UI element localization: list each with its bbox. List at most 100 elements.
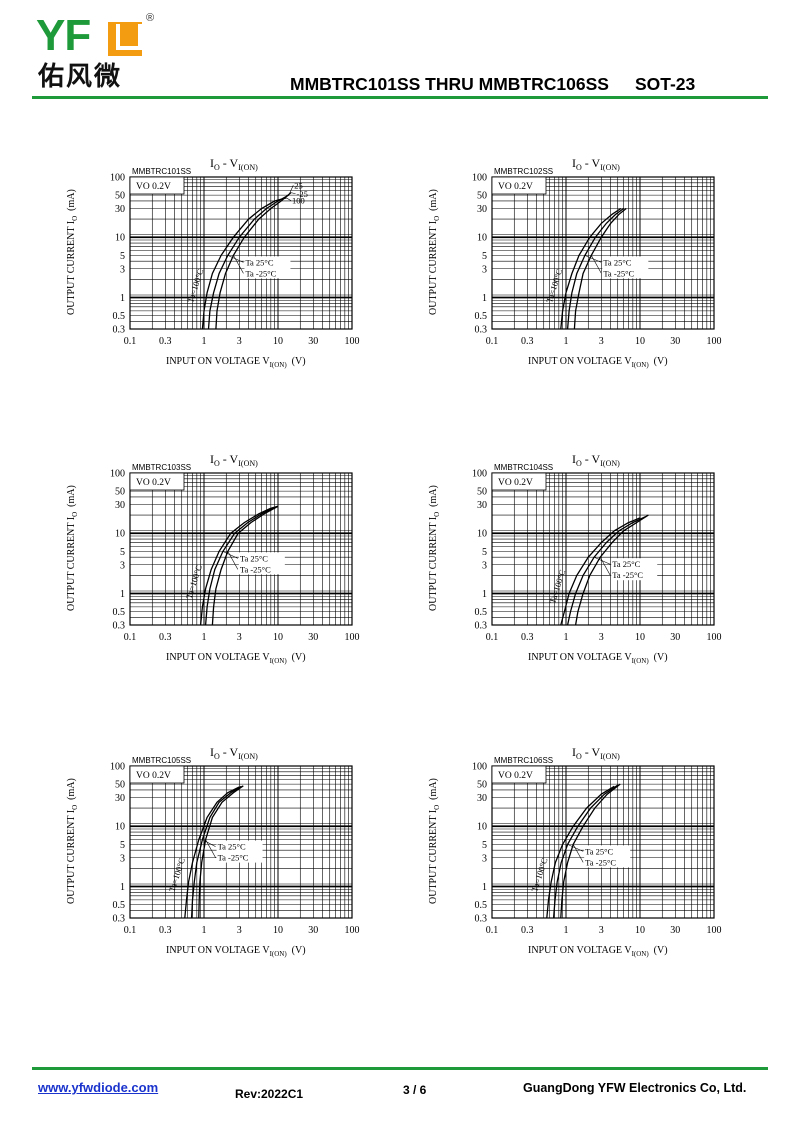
- y-tick-label: 3: [120, 264, 125, 275]
- condition-box: [129, 472, 185, 491]
- x-tick-label: 0.1: [124, 336, 137, 347]
- x-axis-label: INPUT ON VOLTAGE VI(ON) (V): [166, 652, 306, 665]
- y-tick-label: 100: [110, 469, 125, 480]
- y-axis-label: OUTPUT CURRENT IO(mA): [66, 189, 79, 315]
- chart-2: 0.1 0.3 1 3 10 30 100 0.3 0.5 1 3 5 10 30 50 100 IO - VI…: [422, 147, 744, 384]
- legend-label-bg: [244, 256, 291, 279]
- x-tick-label: 100: [707, 336, 722, 347]
- x-tick-label: 100: [345, 336, 360, 347]
- y-tick-label: 30: [477, 500, 487, 511]
- legend-label-ta25: Ta 25°C: [603, 257, 631, 267]
- y-tick-label: 100: [472, 762, 487, 773]
- x-tick-label: 30: [308, 336, 318, 347]
- series-line-1: [201, 197, 287, 330]
- curve-end-label: 25: [294, 180, 303, 190]
- y-axis-label: OUTPUT CURRENT IO(mA): [428, 485, 441, 611]
- x-tick-label: 0.3: [521, 925, 534, 936]
- y-tick-label: 50: [477, 780, 487, 791]
- y-tick-label: 30: [477, 204, 487, 215]
- x-tick-label: 3: [599, 925, 604, 936]
- y-tick-label: 3: [120, 560, 125, 571]
- legend-label-tam25: Ta -25°C: [603, 268, 634, 278]
- y-tick-label: 0.5: [113, 900, 126, 911]
- x-axis-label: INPUT ON VOLTAGE VI(ON) (V): [528, 356, 668, 369]
- legend-leader-m25: [205, 839, 216, 858]
- x-tick-label: 30: [670, 632, 680, 643]
- x-tick-label: 100: [707, 925, 722, 936]
- chart-title: IO - VI(ON): [210, 452, 258, 468]
- y-axis-label: OUTPUT CURRENT IO(mA): [428, 189, 441, 315]
- series-line-1: [560, 517, 641, 626]
- y-tick-label: 3: [482, 264, 487, 275]
- y-tick-label: 5: [120, 251, 125, 262]
- x-tick-label: 10: [273, 632, 283, 643]
- curve-end-label: 100: [292, 196, 305, 206]
- chart-title: IO - VI(ON): [572, 452, 620, 468]
- x-tick-label: 3: [599, 632, 604, 643]
- x-tick-label: 10: [273, 925, 283, 936]
- y-tick-label: 100: [472, 469, 487, 480]
- y-tick-label: 5: [120, 840, 125, 851]
- chart-title: IO - VI(ON): [210, 745, 258, 761]
- y-tick-label: 10: [477, 529, 487, 540]
- chart-3: 0.1 0.3 1 3 10 30 100 0.3 0.5 1 3 5 10 30 50 100 IO - VI…: [60, 443, 382, 680]
- y-tick-label: 100: [472, 173, 487, 184]
- legend-leader-m25: [599, 557, 611, 576]
- legend-label-tam25: Ta -25°C: [218, 853, 249, 863]
- condition-label: VO 0.2V: [498, 771, 533, 781]
- x-axis-label: INPUT ON VOLTAGE VI(ON) (V): [528, 945, 668, 958]
- footer-rule: [32, 1067, 768, 1070]
- x-tick-label: 30: [670, 336, 680, 347]
- y-tick-label: 1: [482, 293, 487, 304]
- series-line-1: [546, 785, 615, 919]
- page-title: MMBTRC101SS THRU MMBTRC106SS SOT-23: [290, 74, 695, 95]
- legend-label-ta100: Ta=100°C: [185, 267, 205, 304]
- website-link[interactable]: www.yfwdiode.com: [38, 1080, 159, 1095]
- y-tick-label: 100: [110, 173, 125, 184]
- y-tick-label: 1: [120, 882, 125, 893]
- condition-label: VO 0.2V: [136, 182, 171, 192]
- x-tick-label: 3: [237, 632, 242, 643]
- chart-title: IO - VI(ON): [210, 156, 258, 172]
- y-tick-label: 5: [482, 251, 487, 262]
- y-tick-label: 50: [477, 191, 487, 202]
- x-tick-label: 3: [237, 925, 242, 936]
- condition-label: VO 0.2V: [136, 771, 171, 781]
- x-tick-label: 10: [635, 632, 645, 643]
- company-logo: YF ® 佑风微: [36, 12, 166, 94]
- chart-6: 0.1 0.3 1 3 10 30 100 0.3 0.5 1 3 5 10 30 50 100 IO - VI…: [422, 736, 744, 973]
- y-tick-label: 30: [115, 204, 125, 215]
- x-tick-label: 1: [202, 925, 207, 936]
- y-tick-label: 1: [482, 882, 487, 893]
- x-tick-label: 0.3: [159, 925, 172, 936]
- condition-label: VO 0.2V: [498, 478, 533, 488]
- y-tick-label: 0.3: [475, 325, 488, 336]
- y-tick-label: 30: [115, 500, 125, 511]
- x-tick-label: 3: [599, 336, 604, 347]
- y-tick-label: 30: [477, 793, 487, 804]
- x-tick-label: 100: [345, 925, 360, 936]
- legend-label-ta100: Ta=100°C: [184, 563, 204, 600]
- part-number-label: MMBTRC103SS: [132, 463, 191, 472]
- y-tick-label: 0.5: [113, 311, 126, 322]
- legend-label-bg: [602, 256, 649, 279]
- y-axis-label: OUTPUT CURRENT IO(mA): [428, 778, 441, 904]
- x-tick-label: 100: [345, 632, 360, 643]
- part-number-label: MMBTRC106SS: [494, 756, 553, 765]
- x-tick-label: 3: [237, 336, 242, 347]
- x-tick-label: 0.1: [486, 632, 499, 643]
- legend-leader-m25: [227, 551, 239, 570]
- legend-label-tam25: Ta -25°C: [585, 857, 616, 867]
- series-line-2: [566, 515, 647, 626]
- curve-end-leader: [290, 192, 296, 195]
- y-tick-label: 3: [482, 853, 487, 864]
- y-axis-label: OUTPUT CURRENT IO(mA): [66, 778, 79, 904]
- legend-label-ta25: Ta 25°C: [240, 553, 268, 563]
- series-line-1: [184, 786, 240, 919]
- grid-lines: [130, 177, 352, 330]
- chart-title: IO - VI(ON): [572, 156, 620, 172]
